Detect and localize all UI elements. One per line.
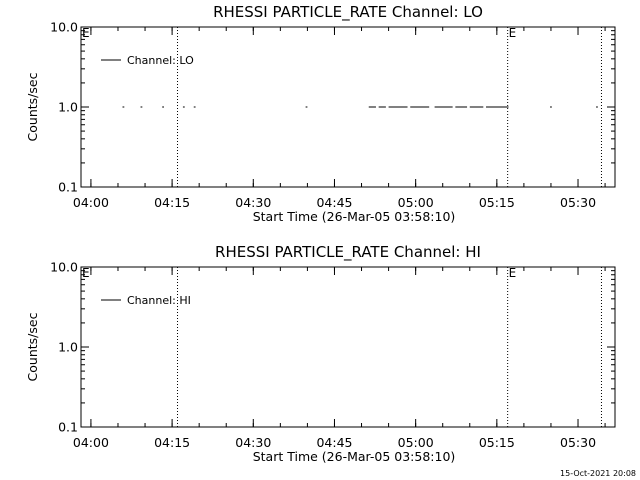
legend-label: Channel: LO xyxy=(127,54,194,67)
x-tick-label: 05:30 xyxy=(560,435,596,450)
y-tick-label: 0.1 xyxy=(58,420,78,435)
x-tick-label: 04:15 xyxy=(154,195,190,210)
x-axis-label: Start Time (26-Mar-05 03:58:10) xyxy=(253,209,456,224)
chart-panel-1: RHESSI PARTICLE_RATE Channel: LO 0.1 1.0 10… xyxy=(25,3,616,224)
chart-title: RHESSI PARTICLE_RATE Channel: LO xyxy=(213,3,483,22)
x-tick-label: 04:30 xyxy=(235,435,271,450)
y-tick-label: 10.0 xyxy=(50,20,78,35)
footer-timestamp: 15-Oct-2021 20:08 xyxy=(560,469,636,478)
y-tick-label: 0.1 xyxy=(58,180,78,195)
y-axis-label: Counts/sec xyxy=(25,312,40,381)
x-tick-label: 04:45 xyxy=(316,435,352,450)
plot-frame xyxy=(80,266,616,428)
event-flag-label: E xyxy=(509,266,517,280)
x-tick-label: 04:00 xyxy=(73,435,109,450)
y-tick-label: 1.0 xyxy=(58,100,78,115)
x-axis-label: Start Time (26-Mar-05 03:58:10) xyxy=(253,449,456,464)
y-axis-label: Counts/sec xyxy=(25,72,40,141)
x-tick-label: 05:15 xyxy=(479,435,515,450)
x-tick-label: 04:00 xyxy=(73,195,109,210)
x-tick-label: 04:45 xyxy=(316,195,352,210)
x-tick-label: 05:30 xyxy=(560,195,596,210)
event-flag-label: E xyxy=(509,26,517,40)
x-tick-label: 04:15 xyxy=(154,435,190,450)
x-tick-label: 05:00 xyxy=(398,195,434,210)
chart-panel-2: RHESSI PARTICLE_RATE Channel: HI 0.1 1.0 10… xyxy=(25,243,616,464)
x-tick-label: 05:15 xyxy=(479,195,515,210)
legend-label: Channel: HI xyxy=(127,294,191,307)
y-tick-label: 1.0 xyxy=(58,340,78,355)
x-tick-label: 05:00 xyxy=(398,435,434,450)
plot-frame xyxy=(80,26,616,188)
x-tick-label: 04:30 xyxy=(235,195,271,210)
event-flag-label: E xyxy=(82,26,90,40)
chart-title: RHESSI PARTICLE_RATE Channel: HI xyxy=(215,243,481,262)
event-flag-label: E xyxy=(82,266,90,280)
y-tick-label: 10.0 xyxy=(50,260,78,275)
